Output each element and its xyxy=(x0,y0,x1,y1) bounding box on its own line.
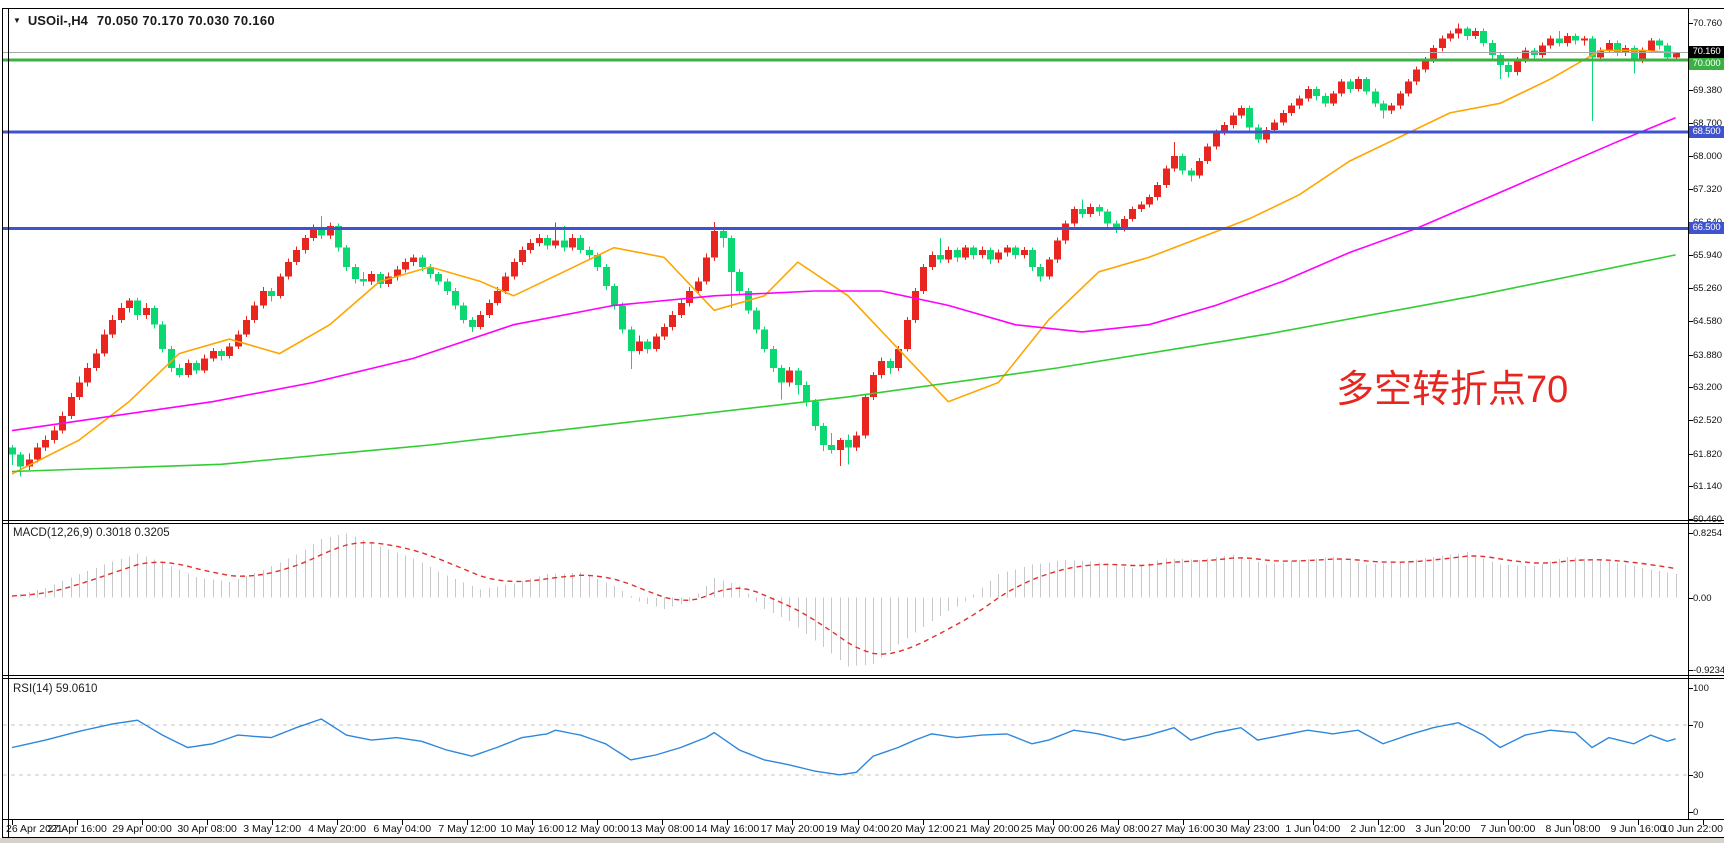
bottom-strip xyxy=(0,838,1724,843)
time-axis-label: 10 Jun 22:00 xyxy=(1662,823,1723,835)
price-axis-label: 60.460 xyxy=(1693,514,1723,525)
chart-annotation-text[interactable]: 多空转折点70 xyxy=(1336,369,1569,411)
time-axis-label: 7 May 12:00 xyxy=(438,823,497,835)
rsi-line xyxy=(11,718,1676,776)
price-axis-label: 67.320 xyxy=(1693,184,1723,195)
price-axis-label: 68.000 xyxy=(1693,151,1723,162)
macd-indicator-label: MACD(12,26,9) 0.3018 0.3205 xyxy=(13,527,170,539)
time-axis-label: 26 May 08:00 xyxy=(1085,823,1150,835)
time-axis-label: 19 May 04:00 xyxy=(825,823,890,835)
time-axis-label: 13 May 08:00 xyxy=(630,823,695,835)
price-axis-label: 69.380 xyxy=(1693,85,1723,96)
price-axis-label: 61.820 xyxy=(1693,449,1723,460)
time-axis-label: 20 May 12:00 xyxy=(890,823,955,835)
ohlc-values: 70.050 70.170 70.030 70.160 xyxy=(96,13,275,28)
price-axis-label: 64.580 xyxy=(1693,316,1723,327)
time-axis-label: 26 Apr 2021 xyxy=(6,823,63,835)
time-axis-label: 10 May 16:00 xyxy=(500,823,565,835)
price-axis-label: 62.520 xyxy=(1693,415,1723,426)
time-axis-label: 6 May 04:00 xyxy=(373,823,432,835)
time-axis-label: 14 May 16:00 xyxy=(695,823,760,835)
time-axis-label: 25 May 00:00 xyxy=(1020,823,1085,835)
rsi-axis-label: 30 xyxy=(1693,770,1704,781)
price-axis-label: 65.260 xyxy=(1693,283,1723,294)
ma-mid xyxy=(11,116,1676,432)
price-axis-label: 63.880 xyxy=(1693,350,1723,361)
time-axis-label: 30 Apr 08:00 xyxy=(177,823,237,835)
price-badge: 68.500 xyxy=(1689,126,1724,138)
price-badge: 66.500 xyxy=(1689,222,1724,234)
chart-title: ▼ USOil-,H4 70.050 70.170 70.030 70.160 xyxy=(13,13,275,28)
time-axis-label: 29 Apr 00:00 xyxy=(112,823,172,835)
time-axis-label: 8 Jun 08:00 xyxy=(1545,823,1601,835)
macd-axis-label: 0.00 xyxy=(1693,593,1712,604)
time-axis-label: 9 Jun 16:00 xyxy=(1610,823,1666,835)
price-axis-label: 63.200 xyxy=(1693,382,1723,393)
price-badge: 70.000 xyxy=(1689,58,1724,70)
time-axis-label: 4 May 20:00 xyxy=(308,823,367,835)
time-axis-label: 1 Jun 04:00 xyxy=(1285,823,1341,835)
price-axis-label: 61.140 xyxy=(1693,481,1723,492)
time-axis-label: 2 Jun 12:00 xyxy=(1350,823,1406,835)
ma-slow xyxy=(11,254,1676,473)
rsi-axis-label: 70 xyxy=(1693,720,1704,731)
time-axis-label: 27 Apr 16:00 xyxy=(47,823,107,835)
time-axis-label: 3 May 12:00 xyxy=(243,823,302,835)
price-axis-label: 68.700 xyxy=(1693,118,1723,129)
price-axis-label: 65.940 xyxy=(1693,250,1723,261)
symbol-period-label: USOil-,H4 xyxy=(27,13,88,28)
time-axis-label: 21 May 20:00 xyxy=(955,823,1020,835)
dropdown-arrow-icon[interactable]: ▼ xyxy=(13,16,21,25)
ma-fast xyxy=(11,49,1676,475)
time-axis-label: 12 May 00:00 xyxy=(565,823,630,835)
macd-signal-line xyxy=(11,541,1676,655)
time-axis-label: 17 May 20:00 xyxy=(760,823,825,835)
price-axis-label: 70.760 xyxy=(1693,18,1723,29)
time-axis-label: 3 Jun 20:00 xyxy=(1415,823,1471,835)
rsi-axis-label: 0 xyxy=(1693,807,1699,818)
macd-axis-label: -0.9234 xyxy=(1693,665,1724,676)
time-axis-label: 27 May 16:00 xyxy=(1150,823,1215,835)
rsi-indicator-label: RSI(14) 59.0610 xyxy=(13,683,98,695)
rsi-axis-label: 100 xyxy=(1693,683,1709,694)
macd-axis-label: 0.8254 xyxy=(1693,528,1723,539)
price-badge: 70.160 xyxy=(1689,46,1724,58)
time-axis-label: 7 Jun 00:00 xyxy=(1480,823,1536,835)
time-axis-label: 30 May 23:00 xyxy=(1215,823,1280,835)
